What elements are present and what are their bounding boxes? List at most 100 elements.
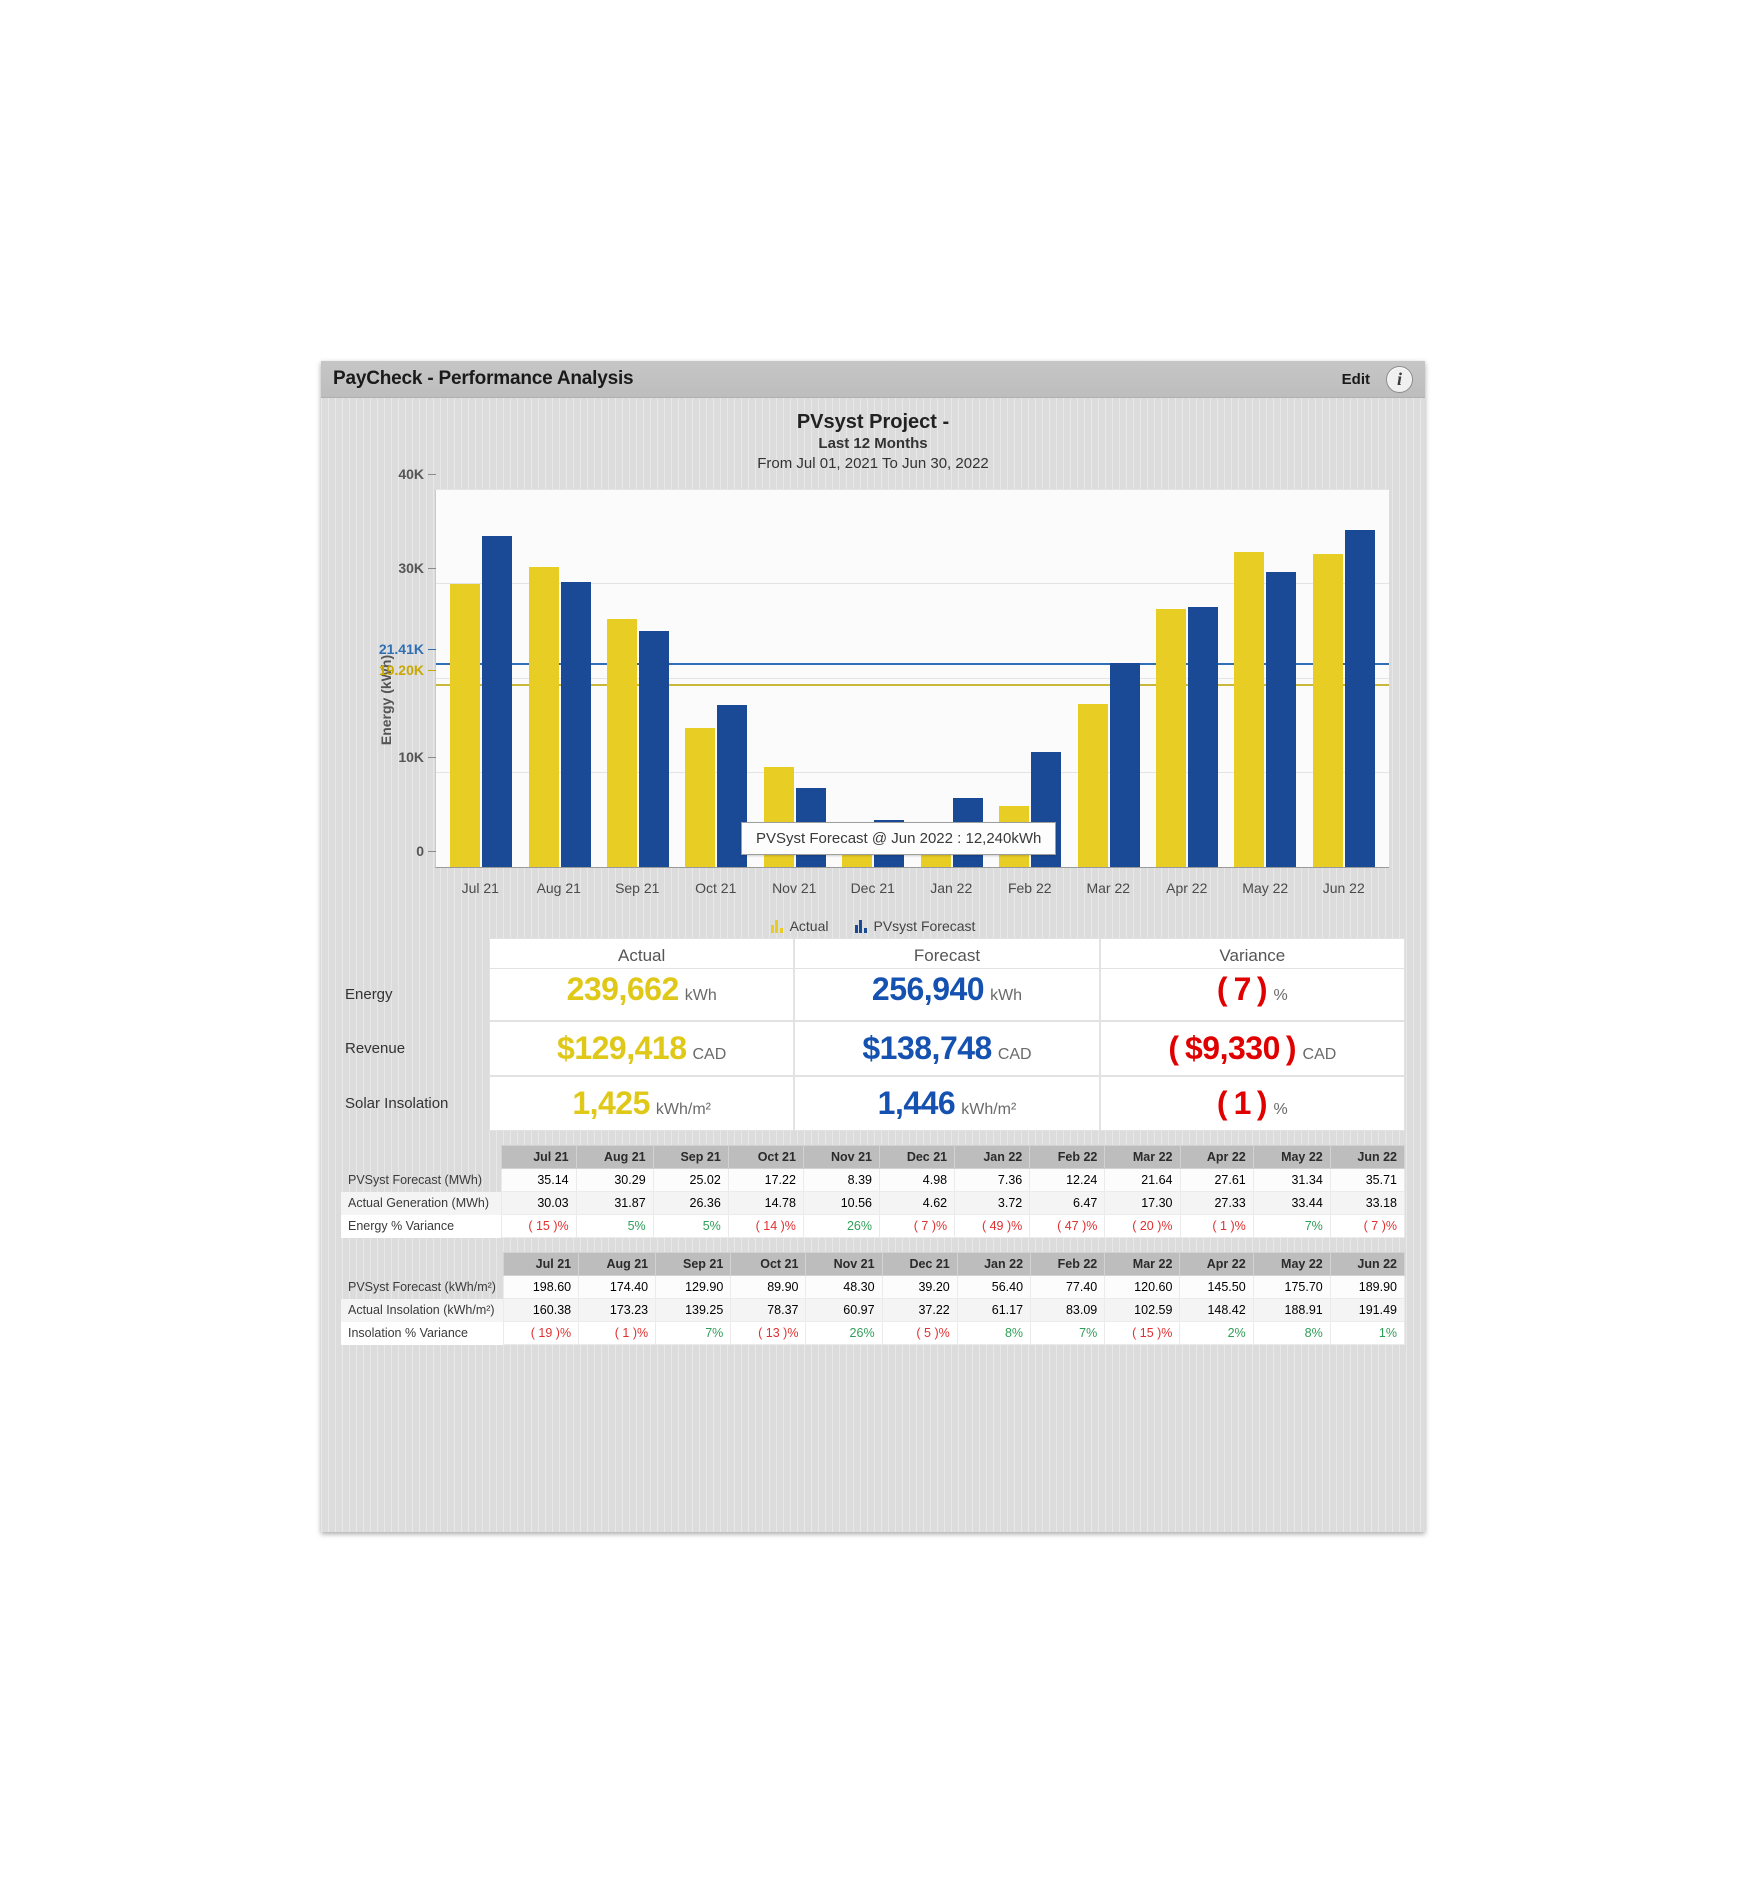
table-cell: 7.36: [954, 1168, 1031, 1192]
variance-open-paren: (: [1168, 1030, 1179, 1066]
energy-data-table: Jul 21 Aug 21 Sep 21 Oct 21 Nov 21 Dec 21 Jan …: [341, 1145, 1406, 1238]
bar-actual[interactable]: [685, 727, 716, 867]
bar-actual[interactable]: [450, 583, 481, 867]
table-cell: 12.24: [1029, 1168, 1106, 1192]
gridline: [436, 771, 1389, 773]
bar-group[interactable]: [442, 490, 520, 867]
bar-forecast[interactable]: [560, 581, 591, 867]
bar-forecast[interactable]: [1266, 571, 1297, 867]
table-cell: 27.33: [1179, 1191, 1254, 1215]
value-text: $9,330: [1185, 1030, 1280, 1066]
variance-open-paren: (: [1216, 971, 1228, 1007]
bar-forecast[interactable]: [1344, 530, 1375, 867]
y-tick-label: 0: [416, 843, 436, 859]
edit-button[interactable]: Edit: [1341, 370, 1370, 388]
table-cell: 8%: [956, 1321, 1032, 1345]
x-tick-label: Dec 21: [850, 880, 895, 896]
bar-chart: Energy (kWh) 0 10K 30K 40K 21.41K 19.20K PVSy…: [343, 466, 1403, 934]
bar-group[interactable]: [1069, 490, 1147, 867]
bar-group[interactable]: [1226, 490, 1304, 867]
table-cell: 7%: [1252, 1214, 1331, 1238]
table-cell: 37.22: [881, 1298, 958, 1322]
value-text: 239,662: [566, 971, 680, 1007]
bar-group[interactable]: [913, 490, 991, 867]
summary-forecast-value: 1,446 kWh/m²: [794, 1076, 1100, 1131]
bar-group[interactable]: [599, 490, 677, 867]
bar-actual[interactable]: [607, 618, 638, 867]
bar-group[interactable]: [834, 490, 912, 867]
bar-forecast[interactable]: [639, 631, 670, 867]
table-corner: [341, 1253, 503, 1276]
info-icon[interactable]: i: [1386, 365, 1413, 393]
table-cell: 7%: [655, 1321, 732, 1345]
column-header: Jan 22: [956, 1252, 1032, 1276]
column-header: Dec 21: [878, 1145, 956, 1169]
bar-forecast[interactable]: [482, 535, 513, 867]
column-header: Feb 22: [1030, 1252, 1106, 1276]
column-header: Sep 21: [655, 1252, 732, 1276]
bar-chart-icon: [770, 919, 783, 933]
bar-group[interactable]: [520, 490, 598, 867]
bar-forecast[interactable]: [1188, 606, 1218, 867]
row-label: Insolation % Variance: [341, 1321, 504, 1345]
x-tick-label: Apr 22: [1166, 880, 1208, 896]
legend-item[interactable]: Actual: [770, 918, 829, 934]
bar-group[interactable]: [991, 490, 1069, 867]
table-header-row: Jul 21 Aug 21 Sep 21 Oct 21 Nov 21 Dec 21 Jan …: [341, 1145, 1406, 1169]
bar-actual[interactable]: [1234, 551, 1265, 867]
table-cell: 89.90: [730, 1275, 807, 1299]
summary-forecast-value: 256,940 kWh: [794, 968, 1100, 1021]
bar-group[interactable]: [1305, 490, 1383, 867]
y-tick-label: 30K: [398, 560, 436, 576]
table-cell: 102.59: [1104, 1298, 1181, 1322]
table-cell: 6.47: [1029, 1191, 1106, 1215]
plot-canvas: 0 10K 30K 40K 21.41K 19.20K PVSyst Forecast @…: [379, 466, 1389, 868]
bar-actual[interactable]: [1312, 554, 1343, 867]
legend-item[interactable]: PVsyst Forecast: [854, 918, 975, 934]
value-text: 1: [1233, 1085, 1252, 1121]
table-row: PVSyst Forecast (kWh/m²) 198.60 174.40 129.…: [341, 1275, 1406, 1299]
value-unit: CAD: [1302, 1046, 1337, 1063]
table-cell: ( 1 )%: [1179, 1214, 1254, 1238]
table-cell: 148.42: [1179, 1298, 1254, 1322]
value-text: 256,940: [871, 971, 985, 1007]
header-actions: Edit i: [1341, 365, 1413, 393]
chart-title: PVsyst Project -: [796, 411, 950, 433]
table-cell: ( 15 )%: [500, 1214, 577, 1238]
table-cell: 14.78: [727, 1191, 804, 1215]
table-cell: ( 14 )%: [727, 1214, 804, 1238]
variance-open-paren: (: [1216, 1085, 1228, 1121]
column-header: Jan 22: [954, 1145, 1031, 1169]
bar-group[interactable]: [677, 490, 755, 867]
table-cell: 198.60: [502, 1275, 580, 1299]
y-tick-label: 40K: [398, 466, 436, 482]
table-cell: 61.17: [956, 1298, 1032, 1322]
bar-actual[interactable]: [1077, 703, 1108, 867]
column-header: May 22: [1252, 1252, 1331, 1276]
bar-groups: [436, 490, 1389, 867]
table-cell: 8.39: [802, 1168, 880, 1192]
bar-actual[interactable]: [528, 566, 559, 867]
bar-group[interactable]: [1148, 490, 1226, 867]
bar-group[interactable]: [756, 490, 834, 867]
column-header: Aug 21: [578, 1252, 657, 1276]
table-cell: ( 5 )%: [881, 1321, 958, 1345]
column-header: May 22: [1252, 1145, 1331, 1169]
bar-forecast[interactable]: [1109, 663, 1140, 867]
table-cell: 35.71: [1329, 1168, 1406, 1192]
table-cell: 33.44: [1252, 1191, 1331, 1215]
summary-row-label: Revenue: [345, 1040, 406, 1057]
column-header: Jun 22: [1329, 1252, 1406, 1276]
value-unit: kWh: [684, 987, 717, 1004]
table-cell: 26.36: [652, 1191, 729, 1215]
x-tick-label: Oct 21: [695, 880, 737, 896]
chart-title-block: PVsyst Project - Last 12 Months From Jul…: [331, 410, 1415, 474]
column-header: Aug 21: [575, 1145, 654, 1169]
row-label: Actual Generation (MWh): [341, 1191, 501, 1215]
summary-row-label: Solar Insolation: [345, 1095, 449, 1112]
bar-actual[interactable]: [1156, 609, 1186, 867]
table-cell: 175.70: [1252, 1275, 1331, 1299]
table-cell: 31.87: [575, 1191, 654, 1215]
table-cell: ( 13 )%: [730, 1321, 807, 1345]
